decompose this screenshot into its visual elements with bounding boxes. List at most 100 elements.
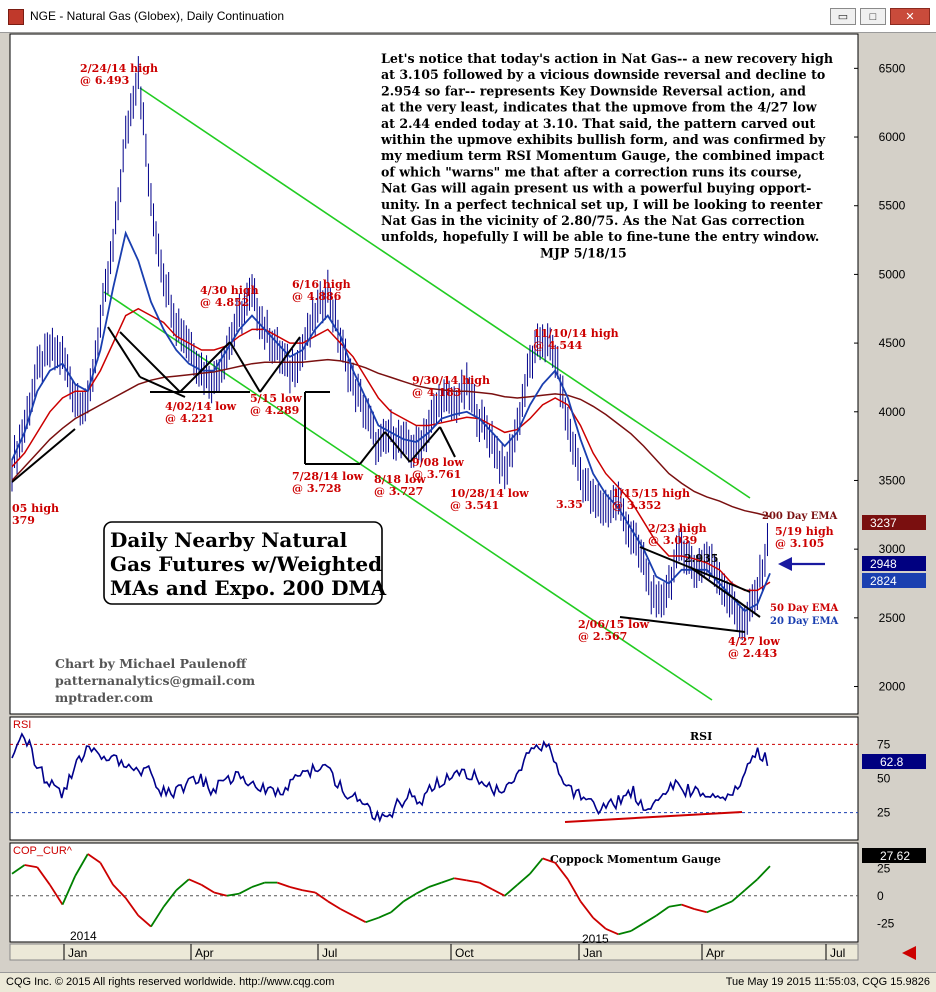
coppock-segment (706, 905, 720, 914)
window-titlebar: NGE - Natural Gas (Globex), Daily Contin… (0, 0, 936, 33)
price-annotation-line1: 4/27 low (728, 635, 780, 648)
pattern-line (107, 326, 141, 378)
rsi-tick-label: 75 (877, 737, 891, 751)
rsi-last-badge (862, 754, 926, 770)
last-value-text: 3237 (870, 516, 897, 530)
arrow-left-icon (778, 557, 792, 571)
price-annotation-line2: @ 3.727 (374, 485, 423, 498)
maximize-button[interactable]: □ (860, 8, 886, 25)
rsi-tick-label: 25 (877, 806, 891, 820)
credit-line: mptrader.com (55, 690, 153, 705)
price-annotation-line1: 8/18 low (374, 473, 426, 486)
coppock-segment (579, 900, 594, 919)
coppock-segment (668, 903, 682, 908)
commentary-line: within the upmove exhibits bullish form,… (380, 132, 826, 147)
last-value-badge (862, 515, 926, 530)
price-annotation-line2: @ 3.761 (412, 468, 461, 481)
coppock-segment (630, 922, 645, 932)
coppock-segment (124, 897, 140, 917)
pattern-line (689, 566, 761, 618)
channel-upper-line (139, 87, 751, 499)
chart-canvas[interactable]: 2000 2500 3000 3500 4000 4500 5000 5500 6000 6500… (0, 32, 936, 972)
title-box-line: MAs and Expo. 200 DMA (110, 576, 387, 600)
price-annotation-line2: @ 4.852 (200, 296, 249, 309)
coppock-segment (529, 857, 544, 875)
title-box-line: Daily Nearby Natural (110, 528, 348, 552)
title-box-line: Gas Futures w/Weighted (110, 552, 382, 576)
time-tick-label: Jan (68, 946, 87, 960)
ema-200-line (11, 358, 771, 518)
coppock-last-badge (862, 848, 926, 863)
coppock-segment (11, 864, 26, 875)
price-annotation-line1: 4/30 high (200, 284, 259, 297)
coppock-segment (655, 906, 670, 917)
price-annotation-line2: @ 2.443 (728, 647, 777, 660)
coppock-segment (516, 873, 531, 886)
price-annotation-line1: 2/06/15 low (578, 618, 650, 631)
coppock-segment (137, 914, 152, 928)
ema-50-line (11, 307, 771, 592)
coppock-title: Coppock Momentum Gauge (550, 853, 721, 866)
price-tick-label: 4500 (879, 336, 906, 350)
coppock-segment (213, 891, 227, 897)
commentary-line: of which "warns" me that after a correct… (381, 164, 802, 179)
coppock-segment (226, 892, 240, 897)
rsi-tick-label: 50 (877, 772, 891, 786)
coppock-tick-label: 25 (877, 861, 891, 875)
price-tick-label: 4000 (879, 405, 906, 419)
coppock-segment (693, 908, 708, 914)
price-annotation-line2: @ 2.567 (578, 630, 627, 643)
pattern-line (11, 428, 76, 483)
coppock-last-value: 27.62 (880, 849, 910, 863)
coppock-segment (491, 888, 506, 897)
price-annotation-line2: @ 3.039 (648, 534, 697, 547)
coppock-segment (643, 914, 657, 925)
commentary-line: Nat Gas will again present us with a pow… (381, 181, 811, 196)
price-annotation-line1: 3.35 (556, 498, 583, 511)
last-value-text: 2948 (870, 557, 897, 571)
rsi-line (11, 732, 769, 823)
pattern-line (119, 331, 181, 393)
ema-50-label: 50 Day EMA (770, 603, 839, 614)
coppock-segment (327, 900, 341, 910)
rsi-last-value: 62.8 (880, 755, 904, 769)
coppock-segment (238, 886, 253, 895)
level-label: 2.935 (684, 552, 718, 565)
close-button[interactable]: ✕ (890, 8, 930, 25)
status-bar: CQG Inc. © 2015 All rights reserved worl… (0, 972, 936, 992)
price-annotation-line1: 11/10/14 high (533, 327, 619, 340)
coppock-tick-label: -25 (877, 916, 895, 930)
time-axis-bg (9, 943, 859, 961)
pattern-line (259, 336, 301, 393)
price-tick-label: 6000 (879, 130, 906, 144)
rsi-title: RSI (690, 730, 712, 743)
credit-line: Chart by Michael Paulenoff (55, 656, 247, 671)
rsi-trendline (564, 811, 743, 823)
coppock-segment (441, 877, 455, 884)
commentary-line: at the very least, indicates that the up… (381, 100, 818, 115)
pattern-line (359, 431, 386, 465)
time-tick-label: Apr (706, 946, 725, 960)
coppock-segment (175, 878, 190, 891)
time-tick-label: Jan (583, 946, 602, 960)
coppock-segment (592, 917, 607, 930)
price-tick-label: 5000 (879, 267, 906, 281)
last-value-badge (862, 573, 926, 588)
price-annotation-line1: 5/19 high (775, 525, 834, 538)
commentary-line: my medium term RSI Momentum Gauge, the c… (381, 148, 824, 163)
coppock-segment (74, 853, 89, 877)
status-copyright: CQG Inc. © 2015 All rights reserved worl… (6, 976, 335, 988)
price-annotation-line1: 2/23 high (648, 522, 707, 535)
window-title: NGE - Natural Gas (Globex), Daily Contin… (30, 9, 285, 23)
price-annotation-line2: @ 3.352 (612, 499, 661, 512)
time-tick-label: Apr (195, 946, 214, 960)
coppock-segment (352, 914, 367, 923)
minimize-button[interactable]: ▭ (830, 8, 856, 25)
price-annotation-line1: 1/15/15 high (612, 487, 690, 500)
price-tick-label: 2000 (879, 680, 906, 694)
commentary-line: 2.954 so far-- represents Key Downside R… (381, 83, 806, 98)
commentary-line: at 2.44 ended today at 3.10. That said, … (381, 116, 815, 131)
channel-lower-line (103, 291, 713, 701)
price-annotation-line1: 4/02/14 low (165, 400, 237, 413)
pattern-line (384, 431, 411, 463)
